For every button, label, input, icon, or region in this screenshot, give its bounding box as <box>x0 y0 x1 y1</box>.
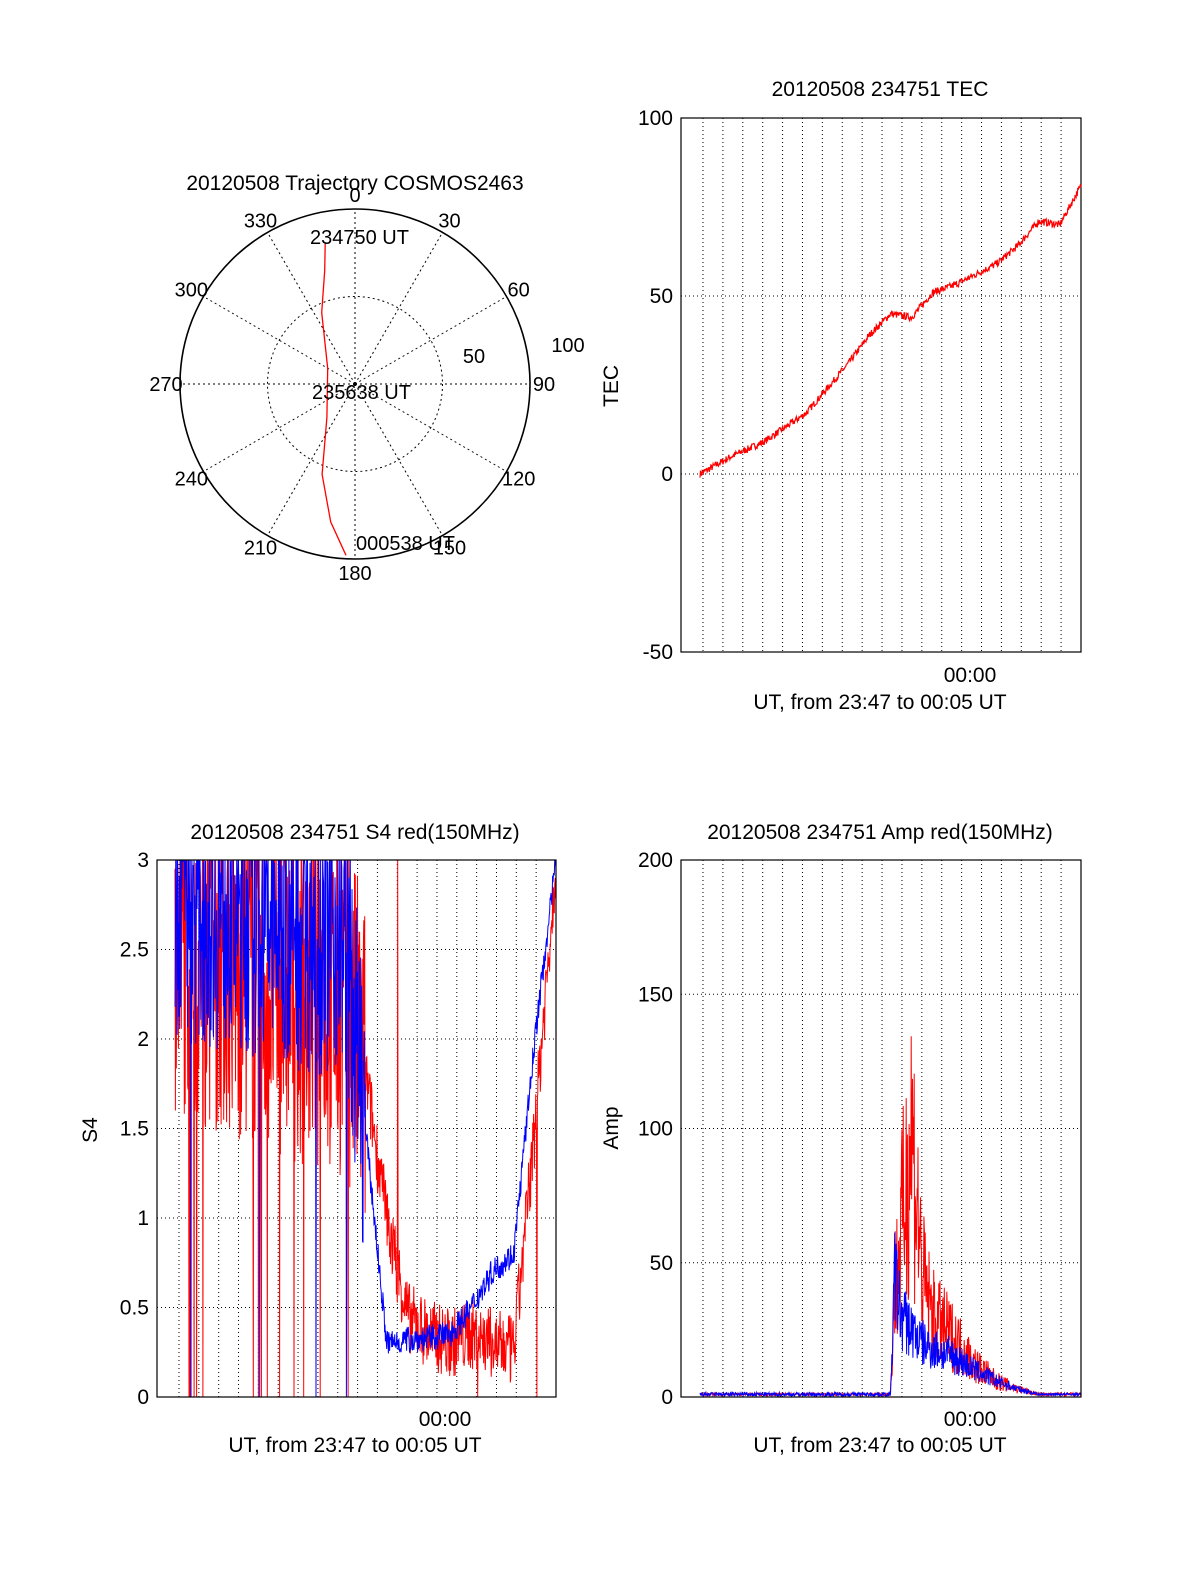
y-tick-label: 200 <box>638 849 673 872</box>
amp-series-red <box>699 1036 1082 1398</box>
y-tick-label: 1 <box>137 1207 149 1230</box>
s4-panel: 20120508 234751 S4 red(150MHz) 0 0.5 1 1.5 2… <box>79 821 557 1457</box>
trajectory-spoke <box>354 296 507 385</box>
tec-xtick-label: 00:00 <box>944 664 997 687</box>
amp-xlabel: UT, from 23:47 to 00:05 UT <box>753 1434 1006 1457</box>
tec-title: 20120508 234751 TEC <box>772 78 989 101</box>
amp-title: 20120508 234751 Amp red(150MHz) <box>707 821 1053 844</box>
y-tick-label: 0 <box>661 1386 673 1409</box>
trajectory-angle-labels: 0 30 60 90 120 150 180 210 240 270 300 330 <box>149 185 555 585</box>
amp-series-group <box>699 1036 1082 1398</box>
trajectory-start-annotation: 234750 UT <box>310 227 409 249</box>
y-tick-label: 1.5 <box>120 1118 149 1141</box>
s4-ylabel: S4 <box>79 1117 102 1143</box>
trajectory-spoke <box>267 232 356 385</box>
s4-xtick-label: 00:00 <box>419 1408 472 1431</box>
amp-series-blue <box>699 1232 1082 1398</box>
trajectory-spoke <box>203 383 356 472</box>
y-tick-label: 3 <box>137 849 149 872</box>
trajectory-title: 20120508 Trajectory COSMOS2463 <box>186 172 523 195</box>
trajectory-spoke <box>267 383 356 536</box>
trajectory-angle-label: 120 <box>502 469 535 491</box>
trajectory-angle-label: 300 <box>175 280 208 302</box>
tec-xlabel: UT, from 23:47 to 00:05 UT <box>753 691 1006 714</box>
amp-xtick-label: 00:00 <box>944 1408 997 1431</box>
y-tick-label: -50 <box>643 641 673 664</box>
trajectory-angle-label: 330 <box>244 210 277 232</box>
trajectory-spoke <box>354 383 443 536</box>
trajectory-spoke <box>354 232 443 385</box>
y-tick-label: 150 <box>638 983 673 1006</box>
y-tick-label: 2.5 <box>120 939 149 962</box>
trajectory-angle-label: 150 <box>433 538 466 560</box>
trajectory-mid-annotation: 235638 UT <box>312 382 411 404</box>
trajectory-end-annotation: 000538 UT <box>356 533 455 555</box>
trajectory-spoke <box>203 296 356 385</box>
s4-xlabel: UT, from 23:47 to 00:05 UT <box>228 1434 481 1457</box>
s4-plot-frame <box>156 859 557 1398</box>
s4-y-tick-labels: 0 0.5 1 1.5 2 2.5 3 <box>120 849 149 1409</box>
y-tick-label: 0 <box>661 463 673 486</box>
y-tick-label: 100 <box>638 1118 673 1141</box>
tec-series-red <box>699 184 1082 478</box>
trajectory-angle-label: 0 <box>349 185 360 207</box>
amp-panel: 20120508 234751 Amp red(150MHz) 0 50 100 15… <box>600 821 1082 1457</box>
s4-series-group <box>174 859 557 1398</box>
amp-ylabel: Amp <box>600 1106 623 1149</box>
tec-plot-frame <box>680 117 1082 653</box>
trajectory-panel: 20120508 Trajectory COSMOS2463 0 30 60 90 12… <box>149 172 584 585</box>
y-tick-label: 50 <box>650 1252 673 1275</box>
amp-y-tick-labels: 0 50 100 150 200 <box>638 849 673 1409</box>
trajectory-radial-label-50: 50 <box>463 346 485 368</box>
trajectory-polar-grid <box>179 208 531 560</box>
amp-plot-frame <box>680 859 1082 1398</box>
trajectory-outer-circle <box>179 208 531 560</box>
amp-grid <box>681 859 1081 1398</box>
trajectory-angle-label: 240 <box>175 469 208 491</box>
tec-y-tick-labels: -50 0 50 100 <box>638 107 673 664</box>
trajectory-spoke <box>354 383 507 472</box>
y-tick-label: 50 <box>650 285 673 308</box>
tec-ylabel: TEC <box>600 365 623 407</box>
trajectory-radial-label-100: 100 <box>551 335 584 357</box>
y-tick-label: 0.5 <box>120 1297 149 1320</box>
trajectory-series-red <box>321 243 347 556</box>
trajectory-angle-label: 270 <box>149 374 182 396</box>
trajectory-angle-label: 210 <box>244 538 277 560</box>
y-tick-label: 2 <box>137 1028 149 1051</box>
s4-title: 20120508 234751 S4 red(150MHz) <box>190 821 519 844</box>
trajectory-angle-label: 30 <box>438 210 460 232</box>
trajectory-inner-circle <box>267 296 443 472</box>
y-tick-label: 100 <box>638 107 673 130</box>
y-tick-label: 0 <box>137 1386 149 1409</box>
tec-grid <box>681 117 1081 653</box>
trajectory-angle-label: 90 <box>533 374 555 396</box>
trajectory-angle-label: 180 <box>338 563 371 585</box>
trajectory-angle-label: 60 <box>508 280 530 302</box>
